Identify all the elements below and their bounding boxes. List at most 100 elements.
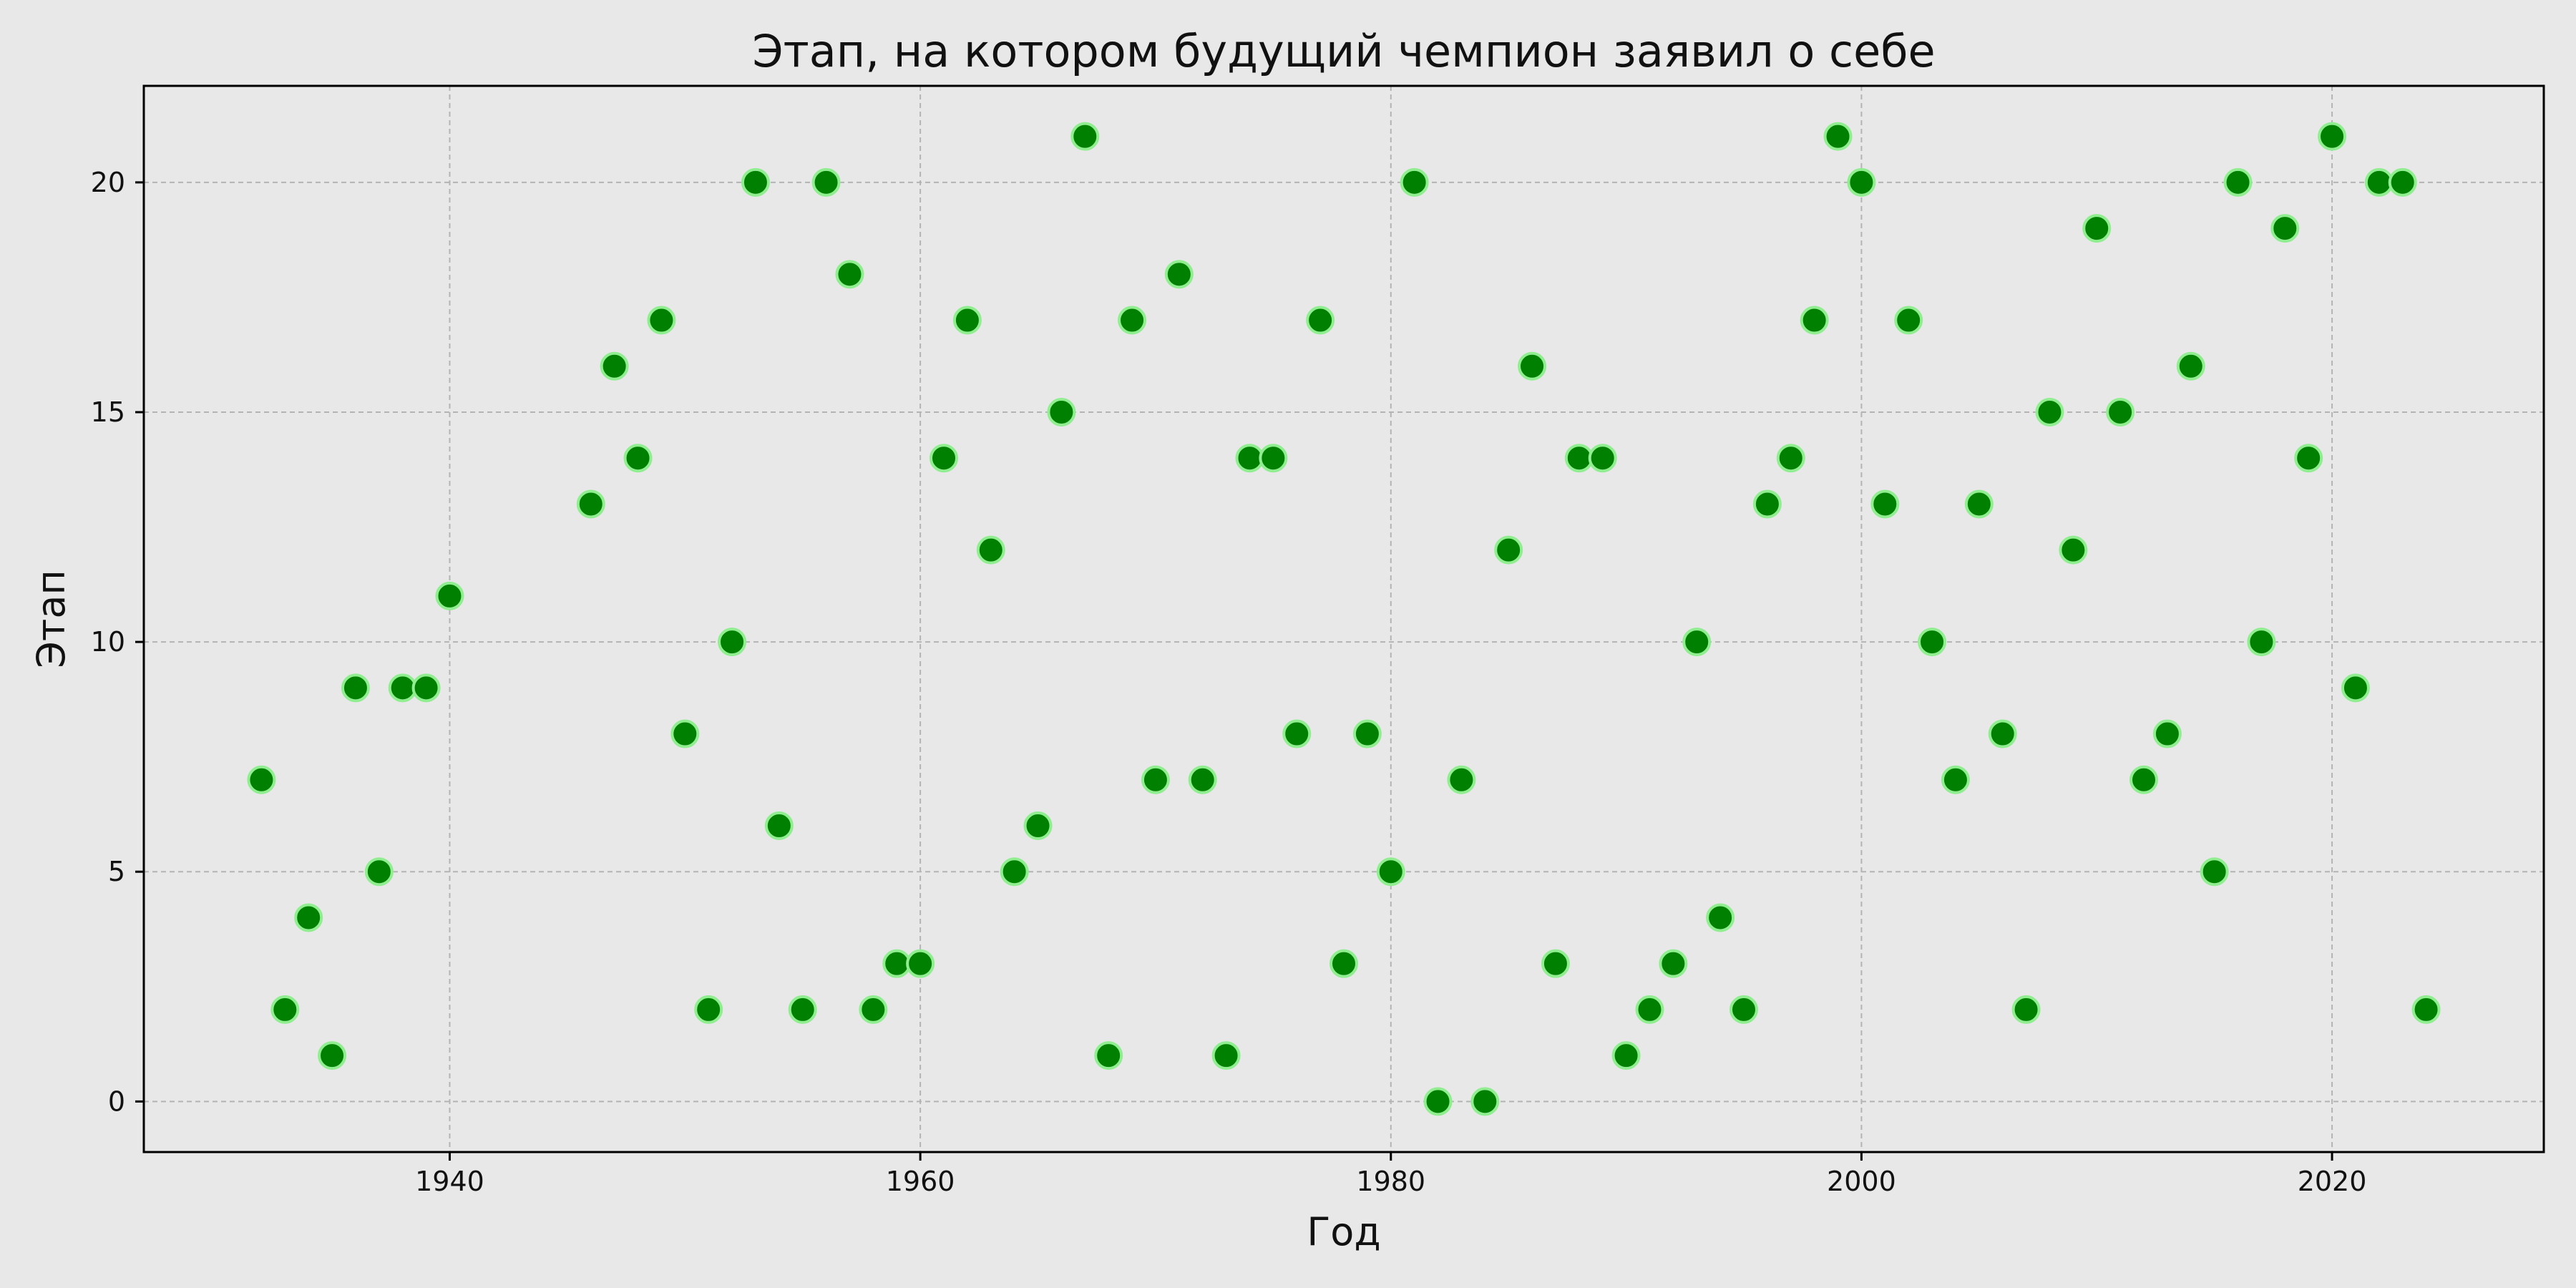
y-tick-label: 0 [108,1085,125,1117]
data-points [247,122,2441,1116]
data-point [1682,628,1712,657]
x-tick-label: 1940 [415,1166,484,1197]
data-point [1141,765,1170,794]
plot-frame [142,84,2545,1153]
data-point [694,995,723,1024]
data-point [2082,214,2112,243]
data-point [341,673,370,703]
data-point [764,811,794,841]
data-point [2318,122,2347,151]
y-tick-label: 15 [91,396,125,428]
axis-ticks: 1940 1960 1980 2000 2020 0 5 10 15 20 [91,167,2367,1197]
data-point [1118,306,1147,335]
data-point [1894,306,1923,335]
data-point [1470,1087,1500,1116]
data-point [1988,719,2017,748]
data-point [1423,1087,1453,1116]
data-point [364,857,394,887]
data-point [2294,444,2323,473]
data-point [1330,949,1358,978]
data-point [318,1041,347,1070]
data-point [1211,1041,1241,1070]
data-point [1588,444,1617,473]
data-point [1564,444,1594,473]
data-point [1776,444,1805,473]
data-point [600,351,629,381]
data-point [2106,397,2135,426]
data-point [882,949,912,978]
data-point [1541,949,1570,978]
y-axis-label: Этап [29,570,74,668]
data-point [2411,995,2441,1024]
data-point [2152,719,2182,748]
data-point [270,995,300,1024]
data-point [1000,857,1029,887]
data-point [1023,811,1053,841]
data-point [1447,765,1476,794]
data-point [1659,949,1688,978]
y-tick-label: 10 [91,626,125,658]
data-point [1094,1041,1123,1070]
data-point [294,903,323,932]
data-point [1518,351,1547,381]
data-point [741,167,770,197]
data-point [835,260,864,289]
data-point [1070,122,1100,151]
x-tick-label: 2020 [2298,1166,2367,1197]
data-point [670,719,700,748]
data-point [1352,719,1382,748]
data-point [1282,719,1312,748]
x-tick-label: 2000 [1827,1166,1896,1197]
data-point [1847,167,1876,197]
data-point [1870,489,1900,519]
y-tick-label: 5 [108,856,125,887]
data-point [1611,1041,1641,1070]
x-tick-label: 1960 [886,1166,955,1197]
data-point [1400,167,1429,197]
data-point [1494,535,1523,565]
data-point [811,167,841,197]
data-point [247,765,276,794]
data-point [906,949,935,978]
data-point [952,306,982,335]
data-point [411,673,441,703]
grid-lines [144,86,2544,1152]
data-point [1823,122,1853,151]
data-point [2247,628,2276,657]
data-point [1047,397,1076,426]
data-point [388,673,417,703]
data-point [1918,628,1947,657]
data-point [2270,214,2300,243]
data-point [1259,444,1288,473]
data-point [1729,995,1758,1024]
data-point [1235,444,1264,473]
chart-title: Этап, на котором будущий чемпион заявил … [752,25,1935,77]
data-point [2200,857,2229,887]
data-point [1941,765,1970,794]
data-point [976,535,1005,565]
data-point [788,995,817,1024]
data-point [2223,167,2253,197]
data-point [2011,995,2041,1024]
data-point [1964,489,1994,519]
data-point [435,581,464,610]
data-point [1635,995,1664,1024]
data-point [1188,765,1217,794]
data-point [2388,167,2417,197]
data-point [859,995,888,1024]
data-point [2129,765,2158,794]
data-point [576,489,605,519]
data-point [647,306,676,335]
data-point [1752,489,1782,519]
data-point [1306,306,1335,335]
y-tick-label: 20 [91,167,125,198]
data-point [930,444,958,473]
data-point [2364,167,2394,197]
data-point [2341,673,2370,703]
x-tick-label: 1980 [1356,1166,1425,1197]
data-point [718,628,747,657]
data-point [623,444,653,473]
x-axis-label: Год [1307,1209,1380,1254]
data-point [2035,397,2064,426]
